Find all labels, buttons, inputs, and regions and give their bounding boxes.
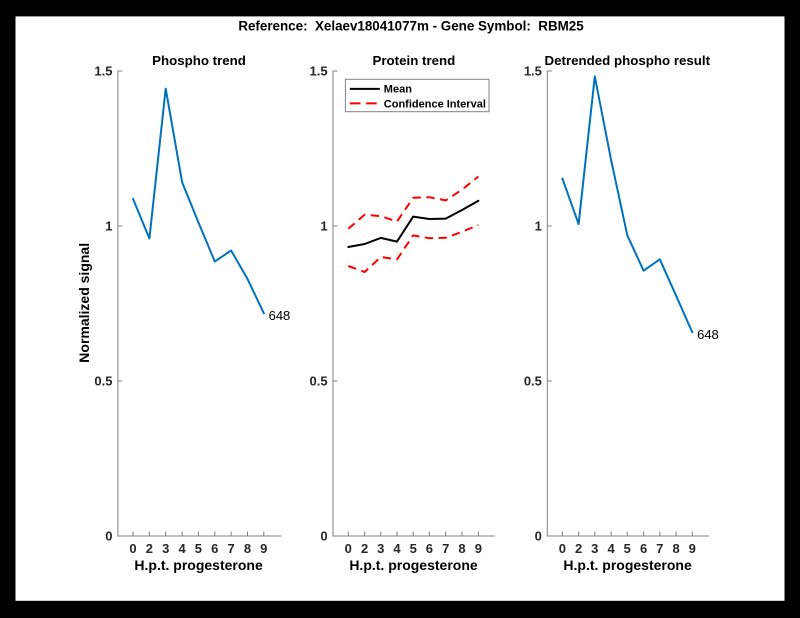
svg-text:0.5: 0.5 xyxy=(310,374,328,389)
svg-text:1: 1 xyxy=(320,219,327,234)
svg-text:3: 3 xyxy=(377,541,384,556)
svg-text:Confidence Interval: Confidence Interval xyxy=(384,98,486,110)
svg-text:0: 0 xyxy=(535,529,542,544)
svg-text:4: 4 xyxy=(178,541,186,556)
svg-text:1.5: 1.5 xyxy=(524,64,542,79)
svg-text:Mean: Mean xyxy=(384,84,412,96)
svg-text:0: 0 xyxy=(320,529,327,544)
svg-text:9: 9 xyxy=(689,541,696,556)
svg-text:4: 4 xyxy=(607,541,615,556)
svg-text:648: 648 xyxy=(269,308,291,323)
svg-text:3: 3 xyxy=(591,541,598,556)
svg-text:9: 9 xyxy=(475,541,482,556)
svg-text:Phospho trend: Phospho trend xyxy=(152,53,246,68)
svg-text:1.5: 1.5 xyxy=(310,64,328,79)
svg-text:5: 5 xyxy=(624,541,631,556)
svg-text:6: 6 xyxy=(426,541,433,556)
svg-text:Reference: Xelaev18041077m -: Reference: Xelaev18041077m - Gene Symbol… xyxy=(238,18,584,33)
svg-text:H.p.t. progesterone: H.p.t. progesterone xyxy=(563,557,692,573)
svg-text:4: 4 xyxy=(393,541,401,556)
svg-text:2: 2 xyxy=(575,541,582,556)
svg-text:3: 3 xyxy=(162,541,169,556)
svg-text:6: 6 xyxy=(640,541,647,556)
svg-text:8: 8 xyxy=(672,541,679,556)
svg-text:0: 0 xyxy=(129,541,136,556)
svg-text:2: 2 xyxy=(146,541,153,556)
svg-text:6: 6 xyxy=(211,541,218,556)
svg-text:0: 0 xyxy=(559,541,566,556)
svg-text:2: 2 xyxy=(361,541,368,556)
svg-text:0.5: 0.5 xyxy=(524,374,542,389)
svg-text:Protein trend: Protein trend xyxy=(373,53,456,68)
svg-text:7: 7 xyxy=(442,541,449,556)
svg-text:5: 5 xyxy=(195,541,202,556)
svg-text:648: 648 xyxy=(697,327,719,342)
svg-text:H.p.t. progesterone: H.p.t. progesterone xyxy=(134,557,263,573)
svg-text:H.p.t. progesterone: H.p.t. progesterone xyxy=(349,557,478,573)
svg-text:0: 0 xyxy=(345,541,352,556)
svg-text:7: 7 xyxy=(227,541,234,556)
svg-text:8: 8 xyxy=(244,541,251,556)
svg-text:1.5: 1.5 xyxy=(94,64,112,79)
svg-text:5: 5 xyxy=(410,541,417,556)
svg-text:8: 8 xyxy=(458,541,465,556)
svg-text:1: 1 xyxy=(535,219,542,234)
svg-text:9: 9 xyxy=(260,541,267,556)
svg-text:1: 1 xyxy=(105,219,112,234)
svg-text:0: 0 xyxy=(105,529,112,544)
svg-text:Detrended phospho result: Detrended phospho result xyxy=(545,53,711,68)
svg-text:0.5: 0.5 xyxy=(94,374,112,389)
svg-text:7: 7 xyxy=(656,541,663,556)
svg-text:Normalized signal: Normalized signal xyxy=(76,243,92,363)
